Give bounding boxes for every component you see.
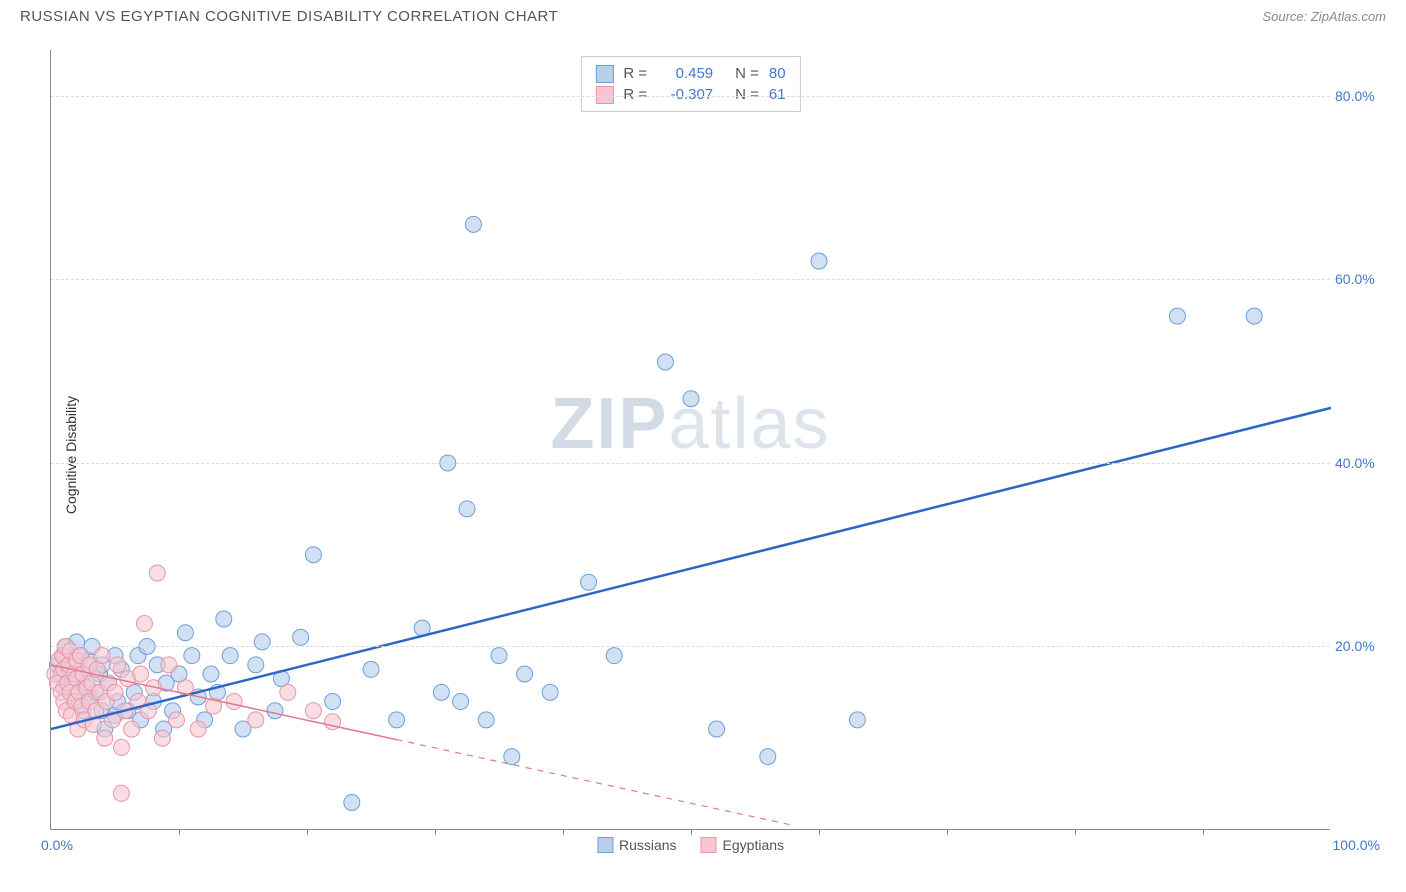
scatter-point — [267, 703, 283, 719]
correlation-legend-row: R = -0.307 N = 61 — [595, 84, 785, 105]
scatter-point — [581, 574, 597, 590]
scatter-point — [453, 694, 469, 710]
x-max-label: 100.0% — [1333, 837, 1380, 853]
legend-n-label: N = — [735, 84, 759, 105]
chart-header: RUSSIAN VS EGYPTIAN COGNITIVE DISABILITY… — [0, 0, 1406, 29]
scatter-point — [683, 391, 699, 407]
scatter-point — [248, 712, 264, 728]
series-legend-label: Egyptians — [723, 837, 784, 853]
legend-r-value: -0.307 — [657, 84, 713, 105]
legend-swatch — [595, 86, 613, 104]
scatter-point — [478, 712, 494, 728]
scatter-point — [657, 354, 673, 370]
grid-line — [51, 646, 1330, 647]
scatter-point — [149, 565, 165, 581]
scatter-point — [226, 694, 242, 710]
x-tick — [435, 829, 436, 835]
scatter-point — [1169, 308, 1185, 324]
series-legend-item: Egyptians — [701, 837, 784, 853]
scatter-point — [760, 749, 776, 765]
scatter-point — [504, 749, 520, 765]
legend-swatch — [597, 837, 613, 853]
scatter-point — [136, 616, 152, 632]
legend-r-label: R = — [623, 84, 647, 105]
legend-n-value: 61 — [769, 84, 786, 105]
series-legend-item: Russians — [597, 837, 677, 853]
scatter-point — [1246, 308, 1262, 324]
scatter-point — [154, 730, 170, 746]
scatter-point — [811, 253, 827, 269]
scatter-point — [161, 657, 177, 673]
scatter-point — [216, 611, 232, 627]
x-tick — [819, 829, 820, 835]
y-tick-label: 60.0% — [1335, 271, 1390, 287]
scatter-point — [491, 648, 507, 664]
scatter-point — [124, 721, 140, 737]
x-tick — [179, 829, 180, 835]
scatter-point — [254, 634, 270, 650]
scatter-point — [97, 730, 113, 746]
trend-line-extrapolated — [397, 740, 794, 826]
chart-source: Source: ZipAtlas.com — [1262, 9, 1386, 24]
plot-area: ZIPatlas R = 0.459N = 80R = -0.307N = 61… — [50, 50, 1330, 830]
x-tick — [563, 829, 564, 835]
scatter-point — [293, 629, 309, 645]
scatter-point — [94, 648, 110, 664]
scatter-point — [305, 547, 321, 563]
grid-line — [51, 279, 1330, 280]
trend-line — [51, 408, 1331, 729]
legend-n-label: N = — [735, 63, 759, 84]
scatter-point — [203, 666, 219, 682]
legend-swatch — [701, 837, 717, 853]
scatter-point — [363, 661, 379, 677]
legend-swatch — [595, 65, 613, 83]
scatter-point — [465, 216, 481, 232]
x-tick — [1203, 829, 1204, 835]
scatter-point — [190, 721, 206, 737]
chart-title: RUSSIAN VS EGYPTIAN COGNITIVE DISABILITY… — [20, 8, 558, 25]
chart-container: Cognitive Disability ZIPatlas R = 0.459N… — [50, 50, 1390, 860]
legend-n-value: 80 — [769, 63, 786, 84]
scatter-point — [305, 703, 321, 719]
scatter-point — [459, 501, 475, 517]
scatter-point — [168, 712, 184, 728]
scatter-point — [113, 739, 129, 755]
y-tick-label: 20.0% — [1335, 638, 1390, 654]
scatter-point — [280, 684, 296, 700]
legend-r-label: R = — [623, 63, 647, 84]
x-tick — [307, 829, 308, 835]
scatter-point — [849, 712, 865, 728]
legend-r-value: 0.459 — [657, 63, 713, 84]
scatter-point — [110, 657, 126, 673]
plot-svg — [51, 50, 1331, 830]
scatter-point — [433, 684, 449, 700]
grid-line — [51, 463, 1330, 464]
scatter-point — [184, 648, 200, 664]
scatter-point — [542, 684, 558, 700]
scatter-point — [517, 666, 533, 682]
scatter-point — [606, 648, 622, 664]
x-tick — [1075, 829, 1076, 835]
scatter-point — [222, 648, 238, 664]
x-min-label: 0.0% — [41, 837, 73, 853]
grid-line — [51, 96, 1330, 97]
scatter-point — [389, 712, 405, 728]
correlation-legend-row: R = 0.459 N = 80 — [595, 63, 785, 84]
x-tick — [947, 829, 948, 835]
correlation-legend: R = 0.459 N = 80 R = -0.307 N = 61 — [580, 56, 800, 112]
scatter-point — [133, 666, 149, 682]
scatter-point — [709, 721, 725, 737]
series-legend-label: Russians — [619, 837, 677, 853]
scatter-point — [344, 794, 360, 810]
scatter-point — [325, 694, 341, 710]
y-tick-label: 40.0% — [1335, 455, 1390, 471]
series-legend: Russians Egyptians — [597, 837, 784, 853]
scatter-point — [113, 785, 129, 801]
scatter-point — [107, 684, 123, 700]
scatter-point — [177, 625, 193, 641]
x-tick — [691, 829, 692, 835]
scatter-point — [248, 657, 264, 673]
y-tick-label: 80.0% — [1335, 88, 1390, 104]
